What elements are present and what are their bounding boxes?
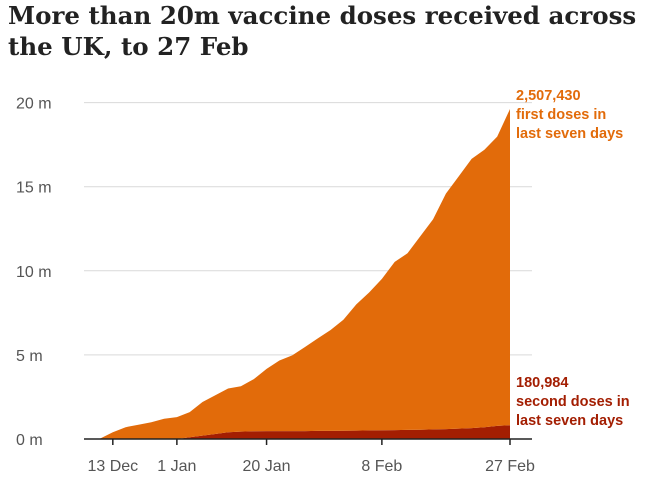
second-doses-area — [100, 425, 510, 439]
first-doses-area — [100, 109, 510, 439]
y-tick-label: 0 m — [16, 432, 43, 449]
x-tick-label: 20 Jan — [243, 458, 291, 475]
y-tick-label: 10 m — [16, 264, 52, 281]
y-tick-label: 15 m — [16, 180, 52, 197]
chart-title: More than 20m vaccine doses received acr… — [8, 1, 637, 61]
y-tick-label: 20 m — [16, 96, 52, 113]
y-tick-label: 5 m — [16, 348, 43, 365]
first-doses-annotation: 2,507,430 first doses in last seven days — [516, 88, 623, 142]
second-doses-annotation: 180,984 second doses in last seven days — [516, 375, 630, 429]
x-tick-label: 1 Jan — [157, 458, 196, 475]
x-tick-label: 8 Feb — [361, 458, 402, 475]
x-tick-label: 13 Dec — [87, 458, 138, 475]
x-tick-label: 27 Feb — [485, 458, 535, 475]
